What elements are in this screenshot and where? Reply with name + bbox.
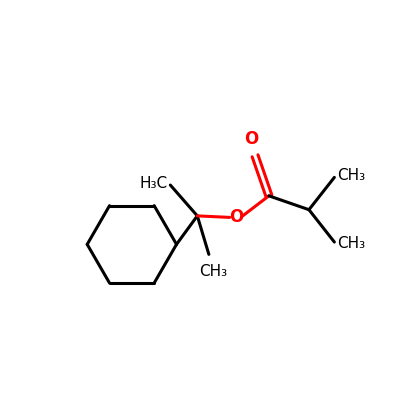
Text: CH₃: CH₃ — [338, 236, 366, 251]
Text: O: O — [244, 130, 258, 148]
Text: CH₃: CH₃ — [199, 264, 227, 278]
Text: O: O — [230, 208, 244, 226]
Text: H₃C: H₃C — [140, 176, 168, 191]
Text: CH₃: CH₃ — [338, 168, 366, 183]
